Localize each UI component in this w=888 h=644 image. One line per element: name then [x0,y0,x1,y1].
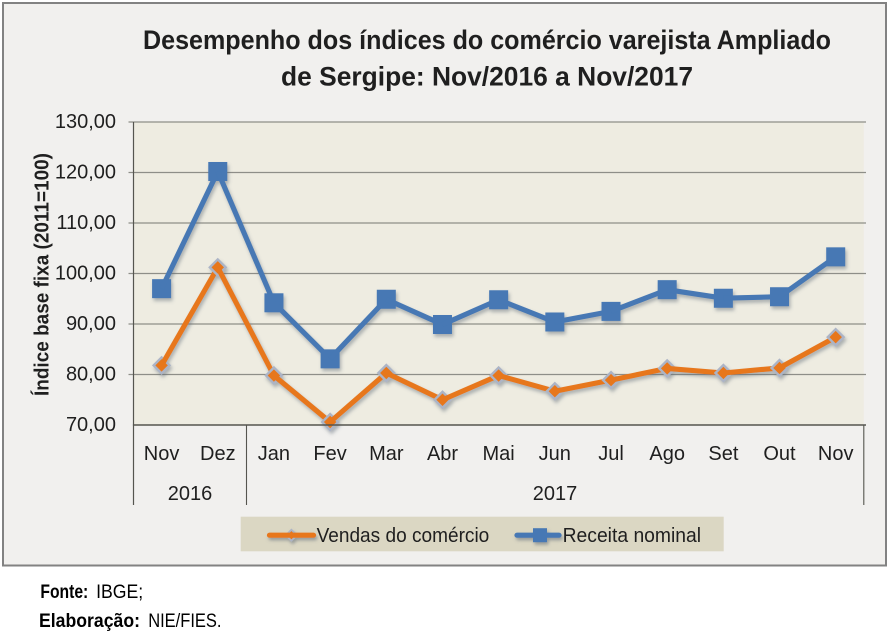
svg-text:100,00: 100,00 [55,263,116,285]
svg-text:Abr: Abr [427,443,458,465]
svg-text:IBGE;: IBGE; [96,581,143,603]
svg-text:Dez: Dez [200,443,236,465]
svg-text:Fonte:: Fonte: [40,581,88,603]
svg-text:Índice base fixa (2011=100): Índice base fixa (2011=100) [31,153,54,396]
svg-text:80,00: 80,00 [66,364,116,386]
svg-text:Desempenho dos índices do comé: Desempenho dos índices do comércio varej… [143,25,831,55]
svg-text:NIE/FIES.: NIE/FIES. [148,610,221,632]
svg-text:2017: 2017 [533,483,578,505]
svg-text:Mai: Mai [482,443,514,465]
svg-text:Ago: Ago [649,443,685,465]
svg-text:Jul: Jul [598,443,624,465]
svg-text:2016: 2016 [168,483,213,505]
svg-text:Out: Out [763,443,796,465]
svg-text:Nov: Nov [818,443,854,465]
svg-text:de Sergipe: Nov/2016 a Nov/201: de Sergipe: Nov/2016 a Nov/2017 [281,62,693,92]
svg-text:Set: Set [708,443,738,465]
svg-text:Jun: Jun [539,443,571,465]
svg-text:Vendas do comércio: Vendas do comércio [317,525,490,547]
svg-text:70,00: 70,00 [66,414,116,436]
svg-text:Nov: Nov [144,443,180,465]
svg-text:Fev: Fev [313,443,346,465]
svg-text:120,00: 120,00 [55,162,116,184]
svg-text:110,00: 110,00 [56,212,116,234]
svg-text:Receita nominal: Receita nominal [563,525,702,547]
svg-text:Mar: Mar [369,443,404,465]
svg-text:90,00: 90,00 [66,313,116,335]
svg-text:Elaboração:: Elaboração: [39,610,140,632]
svg-text:Jan: Jan [258,443,290,465]
svg-text:130,00: 130,00 [55,111,116,133]
